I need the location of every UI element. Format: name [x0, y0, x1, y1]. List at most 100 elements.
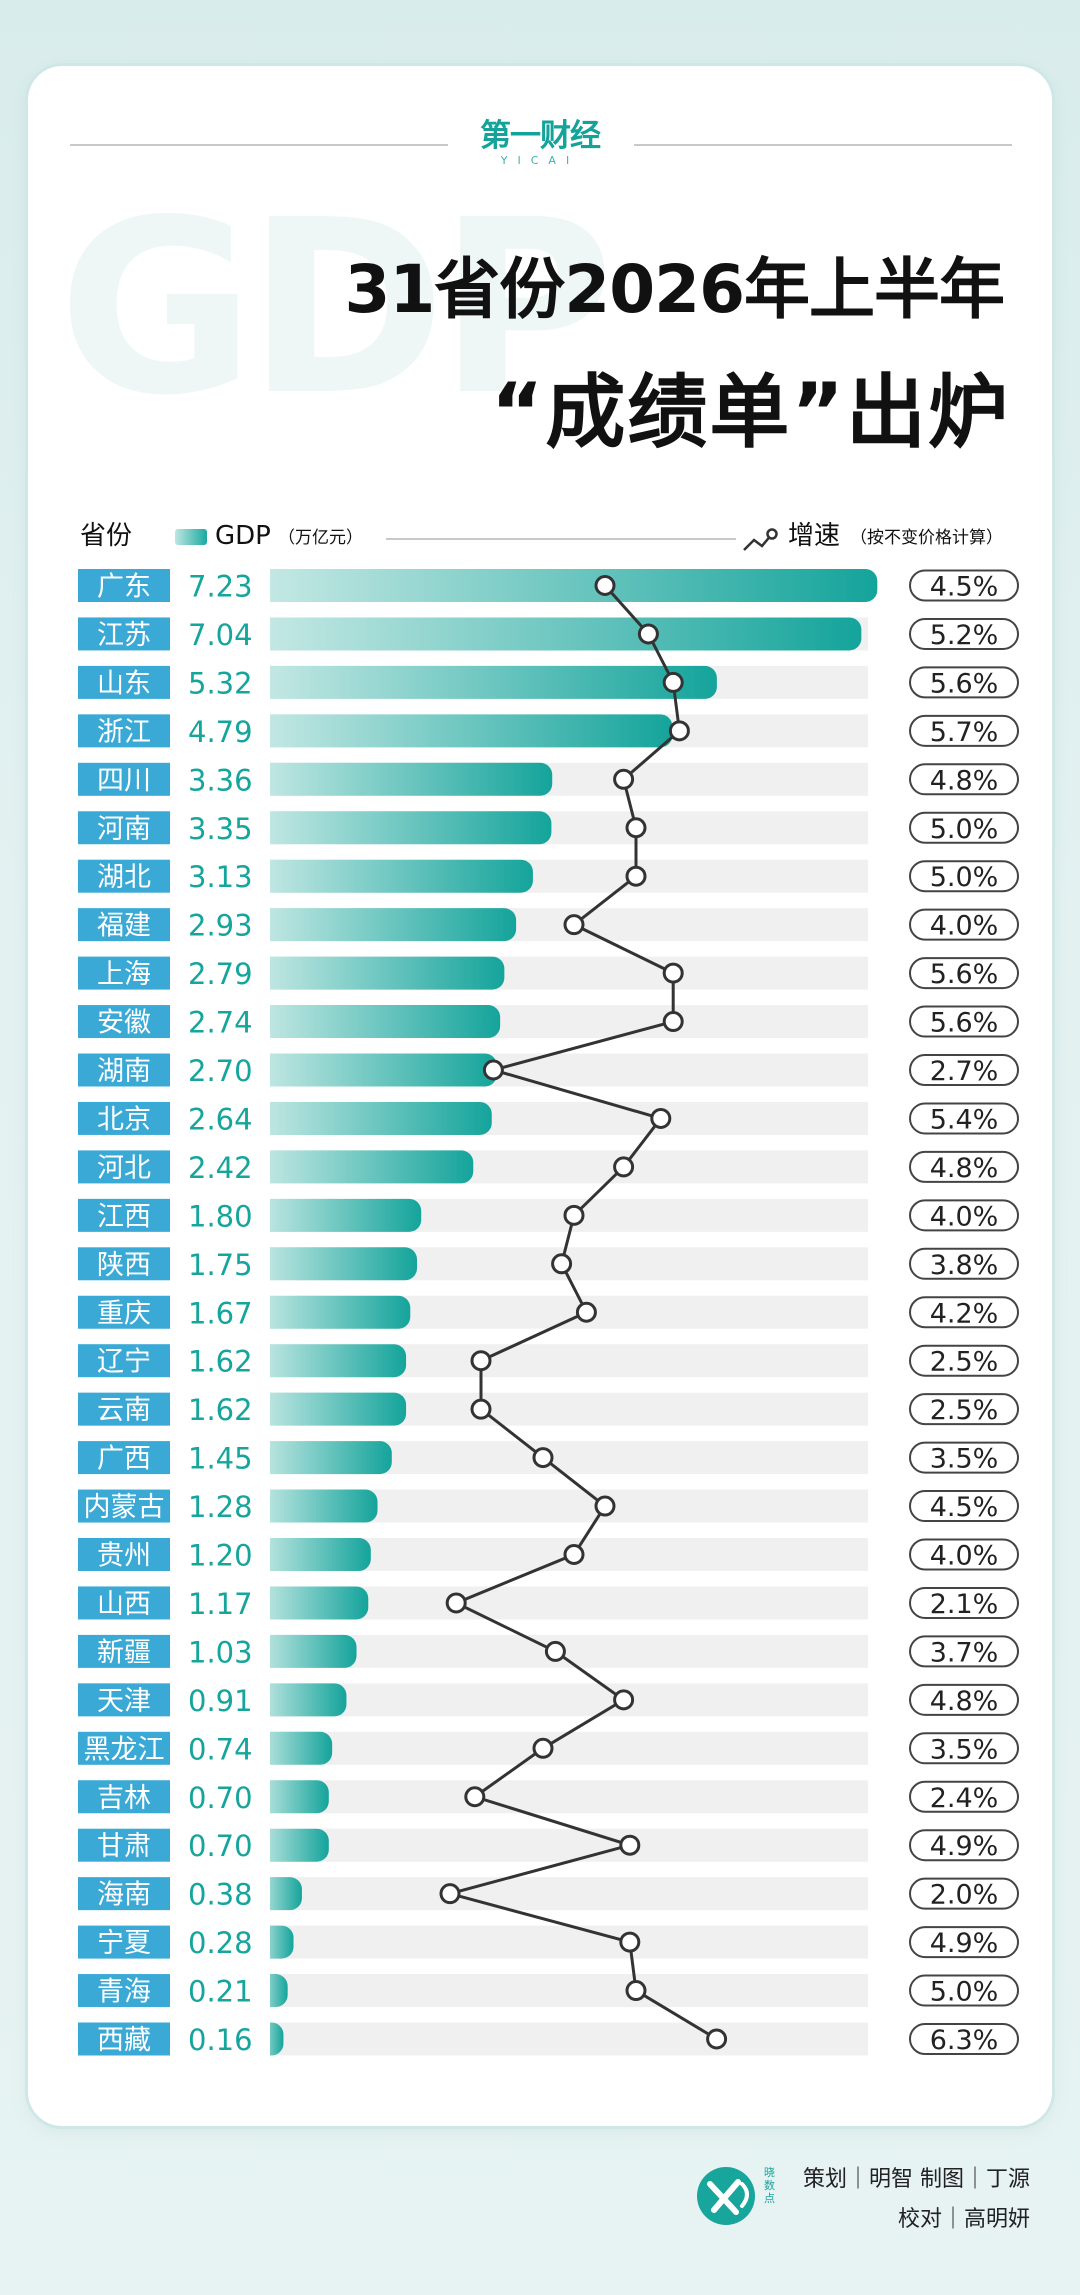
growth-rate-label: 4.0%	[930, 911, 999, 942]
legend-gdp-label: GDP	[215, 521, 271, 551]
growth-pill	[909, 1683, 1019, 1716]
gdp-bar-mask	[258, 1634, 270, 1668]
header-divider-right	[634, 144, 1012, 146]
bar-track	[270, 1586, 868, 1620]
gdp-value-label: 1.03	[188, 1635, 253, 1669]
growth-rate-label: 2.7%	[930, 1056, 999, 1087]
gdp-value-label: 1.80	[188, 1199, 253, 1233]
province-name-bg	[78, 1441, 170, 1475]
bar-track	[270, 1780, 868, 1814]
gdp-value-label: 2.74	[188, 1006, 253, 1040]
gdp-value-label: 7.04	[188, 618, 253, 652]
gdp-bar	[258, 762, 553, 796]
growth-pill	[909, 1926, 1019, 1959]
growth-point	[544, 1640, 566, 1662]
province-name-bg	[78, 1925, 170, 1959]
growth-point	[551, 1253, 573, 1275]
gdp-value-label: 1.28	[188, 1490, 253, 1524]
province-name: 广东	[97, 572, 151, 603]
gdp-value-label: 1.62	[188, 1345, 253, 1379]
growth-rate-label: 4.0%	[930, 1201, 999, 1232]
yicai-logo: 第一财经 YICAI	[480, 118, 601, 167]
province-name-bg	[78, 2022, 170, 2056]
province-name-bg	[78, 1586, 170, 1620]
gdp-bar	[258, 956, 505, 990]
growth-pill	[909, 763, 1019, 796]
xiaoshudian-logo-text: 晓数点	[764, 2166, 775, 2205]
gdp-value-label: 1.75	[188, 1248, 253, 1282]
gdp-bar	[258, 1683, 347, 1717]
gdp-value-label: 1.45	[188, 1442, 253, 1476]
chart-legend: 省份 GDP （万亿元） 增速 （按不变价格计算）	[0, 510, 1080, 570]
legend-growth-note: （按不变价格计算）	[850, 528, 1003, 548]
gdp-bar-mask	[258, 1005, 270, 1039]
growth-point	[619, 1931, 641, 1953]
province-name: 宁夏	[97, 1928, 151, 1959]
gdp-value-label: 2.64	[188, 1102, 253, 1136]
province-name: 重庆	[97, 1298, 151, 1329]
growth-point	[594, 575, 616, 596]
growth-point	[637, 623, 659, 645]
province-name: 贵州	[97, 1541, 151, 1572]
province-name: 山西	[97, 1589, 151, 1620]
gdp-bar-mask	[258, 1489, 270, 1523]
province-name: 湖南	[97, 1056, 151, 1087]
title-line-1: 31省份2026年上半年	[344, 251, 1005, 328]
growth-pill	[909, 1393, 1019, 1426]
credit-line-1: 策划｜明智 制图｜丁源	[803, 2167, 1030, 2192]
province-name: 福建	[97, 911, 151, 942]
growth-pill	[909, 1005, 1019, 1038]
credits-footer: 晓数点 策划｜明智 制图｜丁源 校对｜高明妍	[0, 2150, 1080, 2270]
gdp-bar	[258, 714, 673, 748]
gdp-value-label: 0.70	[188, 1781, 253, 1815]
legend-gdp-unit: （万亿元）	[278, 528, 363, 548]
province-name: 浙江	[97, 717, 151, 748]
growth-pill	[909, 1490, 1019, 1523]
province-name: 吉林	[97, 1783, 151, 1814]
growth-point	[625, 817, 647, 839]
province-name: 新疆	[97, 1637, 151, 1668]
header-divider-left	[70, 144, 448, 146]
province-name: 甘肃	[97, 1831, 151, 1862]
gdp-value-label: 1.20	[188, 1539, 253, 1573]
province-name: 广西	[97, 1444, 151, 1475]
gdp-value-label: 0.16	[188, 2023, 253, 2057]
province-name: 江西	[97, 1201, 151, 1232]
province-name-bg	[78, 859, 170, 893]
province-name-bg	[78, 569, 170, 602]
province-name: 青海	[97, 1977, 151, 2008]
growth-rate-label: 5.2%	[930, 620, 999, 651]
growth-rate-label: 4.5%	[930, 572, 999, 603]
gdp-bar-mask	[258, 1538, 270, 1571]
growth-rate-label: 4.8%	[930, 1153, 999, 1184]
province-name-bg	[78, 1053, 170, 1087]
growth-rate-label: 5.6%	[930, 1008, 999, 1039]
growth-pill	[909, 714, 1019, 747]
growth-point	[668, 720, 690, 742]
gdp-bar-mask	[258, 1586, 270, 1620]
gdp-bar	[258, 859, 533, 893]
province-name: 陕西	[97, 1250, 151, 1281]
bar-track	[270, 1877, 868, 1911]
bar-track	[270, 1974, 868, 2008]
growth-point	[613, 1156, 635, 1178]
growth-pill	[909, 1441, 1019, 1474]
province-name: 辽宁	[97, 1347, 151, 1378]
credit-line-2: 校对｜高明妍	[897, 2207, 1030, 2232]
gdp-value-label: 2.42	[188, 1151, 253, 1185]
gdp-value-label: 1.62	[188, 1393, 253, 1427]
gdp-bar-mask	[258, 1295, 270, 1329]
growth-rate-label: 5.0%	[930, 814, 999, 845]
province-name-bg	[78, 1101, 170, 1135]
province-name: 云南	[97, 1395, 151, 1426]
growth-rate-label: 3.8%	[930, 1250, 999, 1281]
gdp-bar	[258, 1392, 407, 1426]
gdp-bar-mask	[258, 714, 270, 748]
gdp-bar	[258, 908, 517, 942]
province-name: 上海	[97, 959, 151, 990]
province-name: 黑龙江	[84, 1734, 165, 1765]
gdp-bar-mask	[258, 1731, 270, 1765]
growth-rate-label: 4.2%	[930, 1298, 999, 1329]
gdp-bar-mask	[258, 859, 270, 893]
growth-pill	[909, 1877, 1019, 1910]
